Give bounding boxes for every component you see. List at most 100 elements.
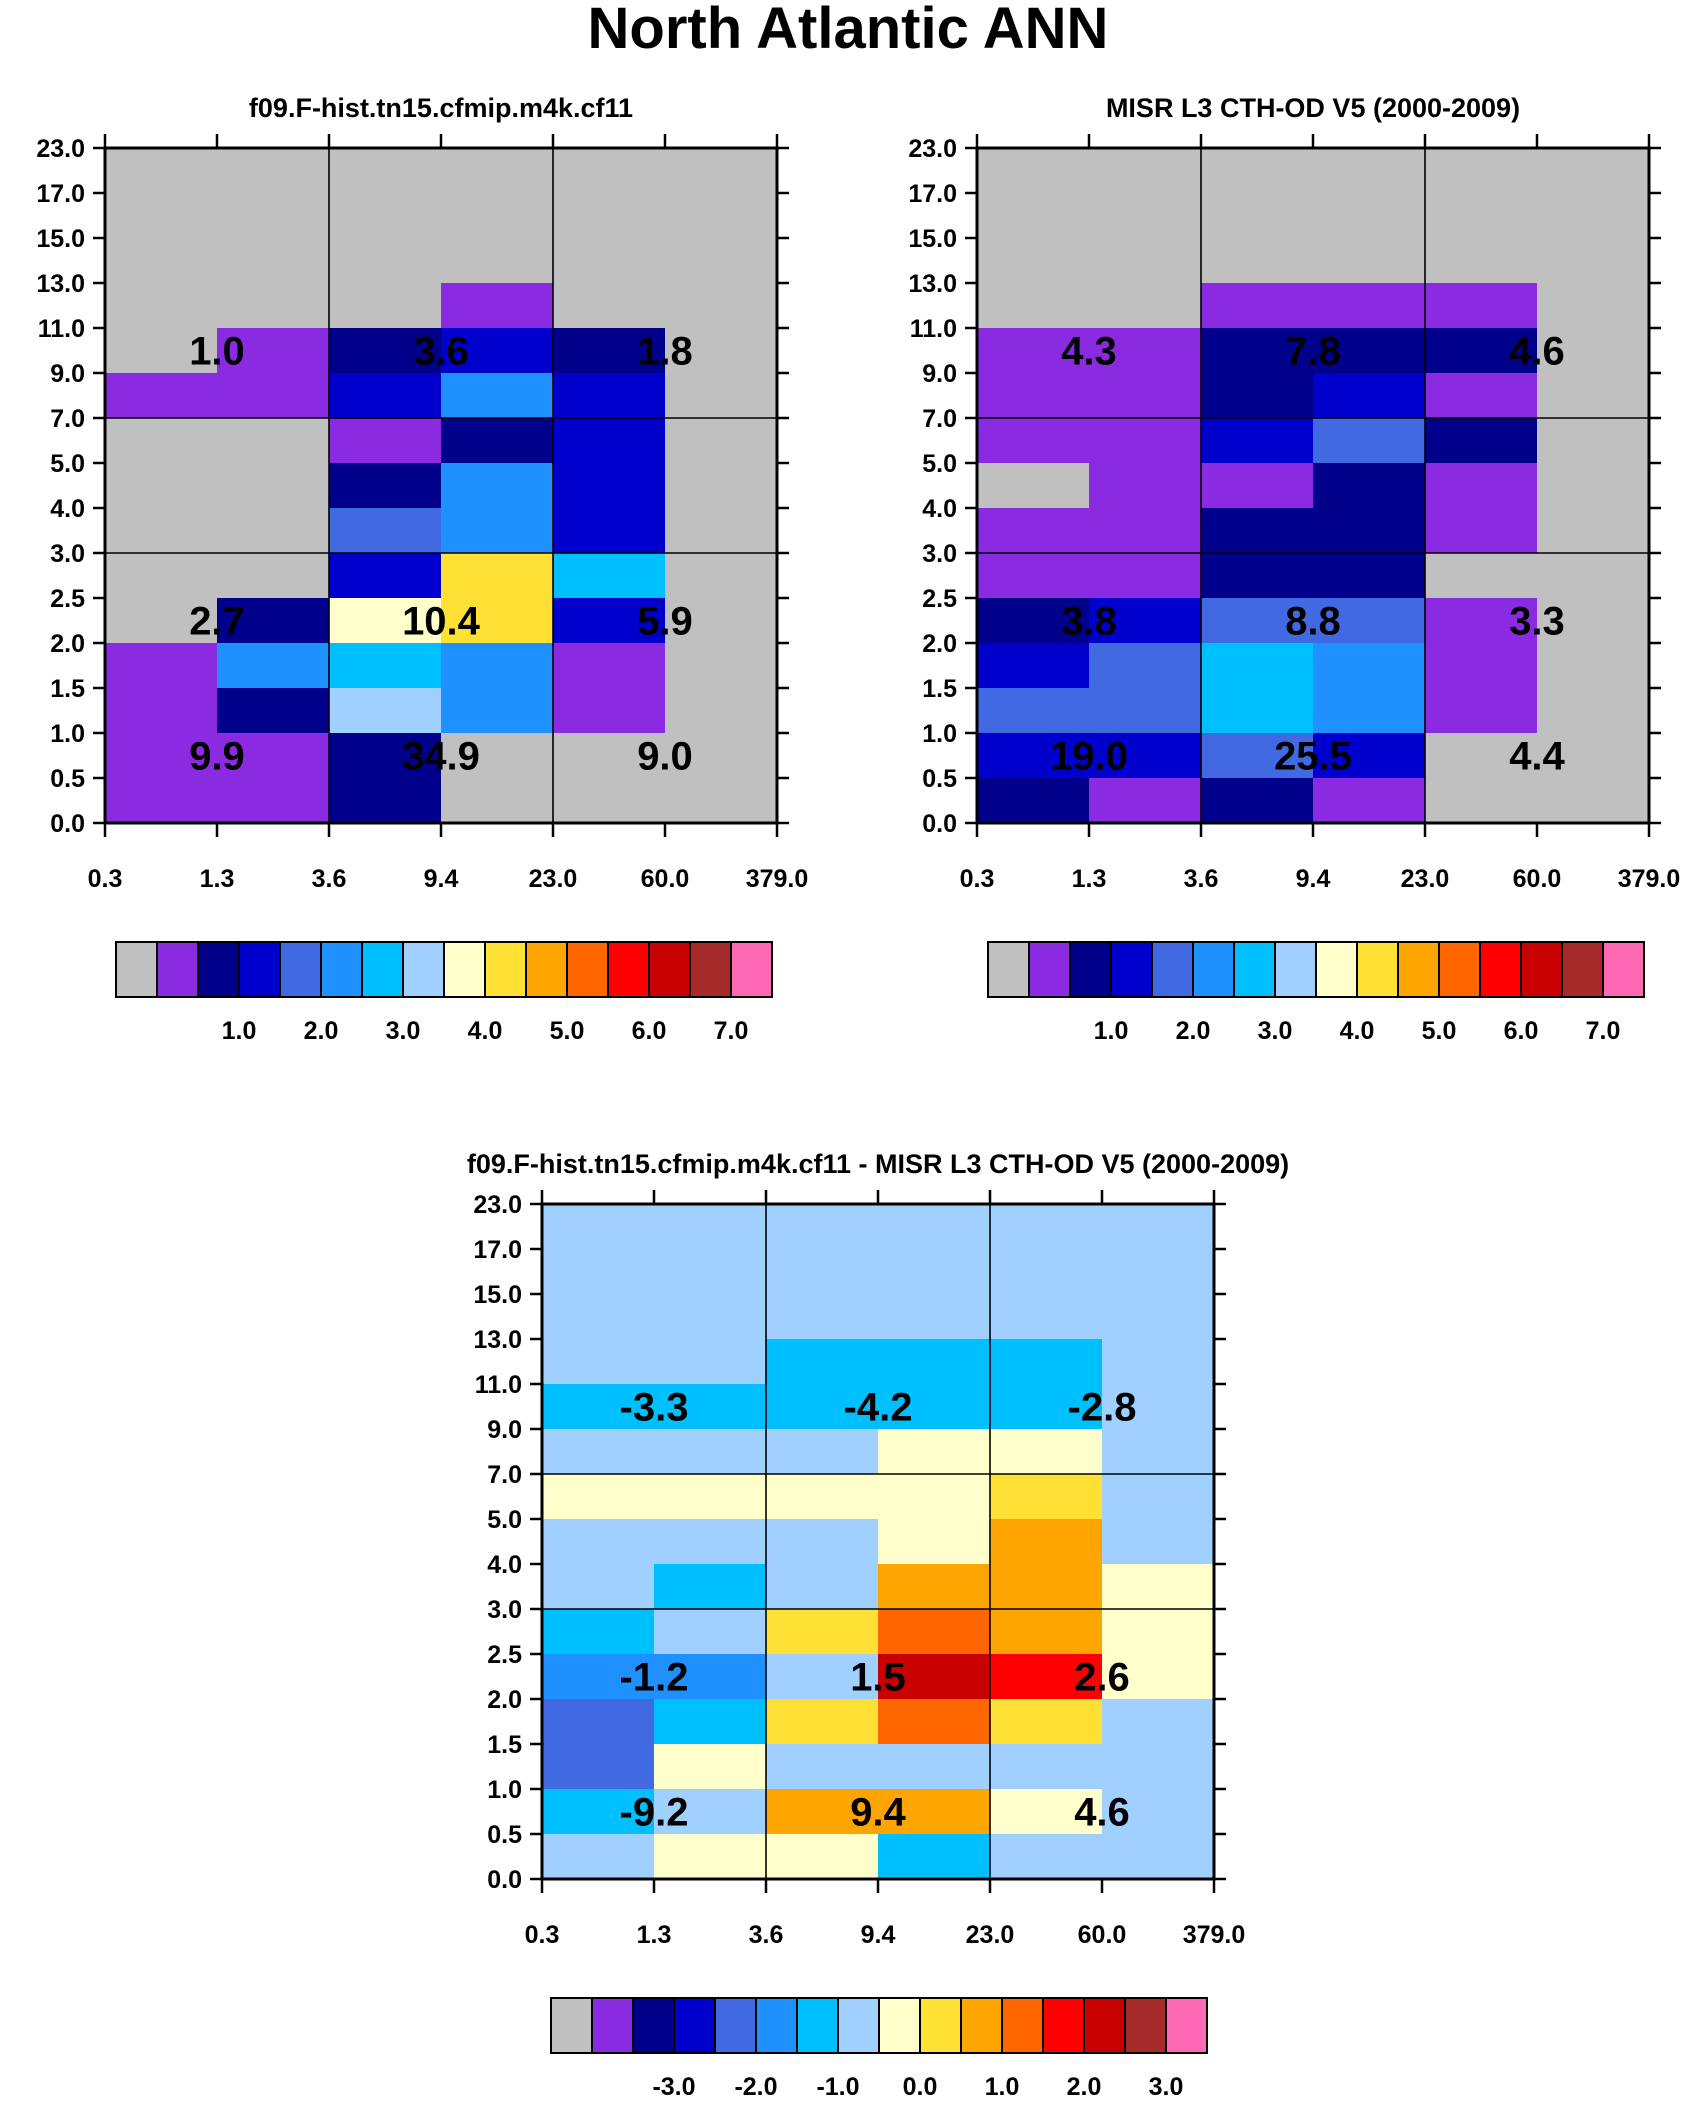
heatmap-cell — [1425, 283, 1538, 329]
colorbar-swatch — [484, 941, 527, 998]
y-tick-label: 23.0 — [473, 1191, 522, 1219]
heatmap-cell — [553, 733, 666, 779]
heatmap-cell — [990, 1519, 1103, 1565]
y-tick-label: 4.0 — [922, 495, 957, 523]
summary-value: 8.8 — [1285, 600, 1341, 644]
heatmap-cell — [1313, 373, 1426, 419]
heatmap-cell — [217, 598, 330, 644]
summary-value: 25.5 — [1274, 735, 1352, 779]
heatmap-cell — [329, 373, 442, 419]
summary-value: 9.0 — [637, 735, 693, 779]
heatmap-cell — [1425, 643, 1538, 689]
colorbar-swatch — [1356, 941, 1399, 998]
heatmap-cell — [441, 373, 554, 419]
y-tick-label: 17.0 — [36, 180, 85, 208]
heatmap-cell — [665, 643, 778, 689]
heatmap-cell — [217, 328, 330, 374]
heatmap-cell — [542, 1699, 655, 1745]
heatmap-cell — [553, 643, 666, 689]
summary-value: 4.4 — [1509, 735, 1565, 779]
heatmap-cell — [1313, 193, 1426, 239]
y-tick-label: 11.0 — [475, 1371, 522, 1399]
colorbar-swatch — [361, 941, 404, 998]
y-tick-label: 4.0 — [487, 1551, 522, 1579]
heatmap-cell — [105, 598, 218, 644]
heatmap-cell — [1425, 148, 1538, 194]
heatmap-cell — [217, 418, 330, 464]
heatmap-cell — [665, 508, 778, 554]
heatmap-cell — [1425, 598, 1538, 644]
y-tick-label: 5.0 — [487, 1506, 522, 1534]
y-tick-label: 1.0 — [50, 720, 85, 748]
summary-value: -9.2 — [620, 1791, 689, 1835]
colorbar-swatch — [1274, 941, 1317, 998]
heatmap-cell — [654, 1744, 767, 1790]
heatmap-cell — [1089, 463, 1202, 509]
colorbar-label: 4.0 — [1340, 1017, 1375, 1045]
heatmap-cell — [217, 463, 330, 509]
colorbar-label: 2.0 — [1067, 2073, 1102, 2101]
y-tick-label: 13.0 — [908, 270, 957, 298]
y-tick-label: 1.0 — [922, 720, 957, 748]
heatmap-cell — [977, 328, 1090, 374]
heatmap-cell — [542, 1249, 655, 1295]
colorbar-swatch — [591, 1997, 634, 2054]
heatmap-cell — [654, 1834, 767, 1880]
x-tick-label: 0.3 — [88, 865, 123, 893]
colorbar-swatch — [1151, 941, 1194, 998]
heatmap-cell — [329, 193, 442, 239]
x-tick-label: 379.0 — [1618, 865, 1681, 893]
heatmap-cell — [1537, 688, 1650, 734]
heatmap-cell — [654, 1699, 767, 1745]
heatmap-cell — [105, 508, 218, 554]
panels: f09.F-hist.tn15.cfmip.m4k.cf11 0.0 0.5 1.0 1… — [36, 93, 1680, 2101]
heatmap-cell — [878, 1474, 991, 1520]
heatmap-cell — [878, 1249, 991, 1295]
heatmap-cell — [654, 1294, 767, 1340]
y-tick-label: 0.5 — [922, 765, 957, 793]
x-tick-label: 23.0 — [966, 1921, 1015, 1949]
y-tick-label: 7.0 — [922, 405, 957, 433]
colorbar-swatch — [632, 1997, 675, 2054]
heatmap-cell — [977, 283, 1090, 329]
heatmap-cell — [105, 328, 218, 374]
heatmap-cell — [217, 148, 330, 194]
heatmap-cell — [990, 1654, 1103, 1700]
panel-title: f09.F-hist.tn15.cfmip.m4k.cf11 — [249, 93, 633, 123]
colorbar-swatch — [714, 1997, 757, 2054]
heatmap-cell — [542, 1339, 655, 1385]
heatmap-cell — [878, 1744, 991, 1790]
heatmap-cell — [1201, 328, 1314, 374]
colorbar-label: 2.0 — [1176, 1017, 1211, 1045]
heatmap-cell — [1102, 1429, 1215, 1475]
heatmap-cell — [1425, 463, 1538, 509]
colorbar-swatch — [1397, 941, 1440, 998]
heatmap-cell — [1313, 148, 1426, 194]
heatmap-cell — [553, 598, 666, 644]
heatmap-cell — [329, 283, 442, 329]
y-tick-label: 23.0 — [36, 135, 85, 163]
heatmap-cell — [542, 1474, 655, 1520]
heatmap-cell — [766, 1654, 879, 1700]
heatmap-cell — [977, 688, 1090, 734]
summary-value: 2.7 — [189, 600, 245, 644]
heatmap-cell — [665, 733, 778, 779]
heatmap-cell — [766, 1564, 879, 1610]
heatmap-cell — [977, 463, 1090, 509]
heatmap-cell — [878, 1429, 991, 1475]
panel-title: MISR L3 CTH-OD V5 (2000-2009) — [1106, 93, 1520, 123]
colorbar-swatch — [320, 941, 363, 998]
heatmap-cell — [1537, 778, 1650, 824]
y-tick-label: 15.0 — [473, 1281, 522, 1309]
heatmap-cell — [441, 328, 554, 374]
colorbar-label: 4.0 — [468, 1017, 503, 1045]
y-tick-label: 2.5 — [487, 1641, 522, 1669]
heatmap-cell — [665, 238, 778, 284]
heatmap-cell — [878, 1204, 991, 1250]
colorbar-swatch — [960, 1997, 1003, 2054]
heatmap-cell — [1089, 508, 1202, 554]
heatmap-cell — [1313, 508, 1426, 554]
heatmap-cell — [654, 1564, 767, 1610]
heatmap-cell — [1089, 553, 1202, 599]
heatmap-cell — [1425, 508, 1538, 554]
